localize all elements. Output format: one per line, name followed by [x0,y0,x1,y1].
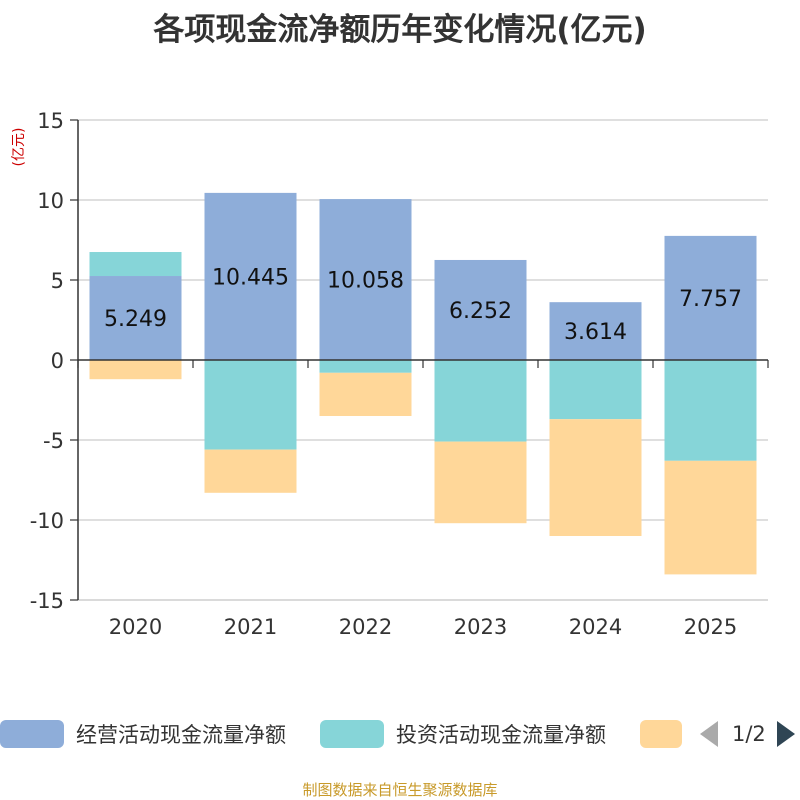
bar-series0-2025[interactable] [664,235,757,360]
bar-series0-2023[interactable] [434,259,527,360]
bar-series1-2022[interactable] [319,360,412,373]
legend-item-financing[interactable] [640,716,694,752]
y-tick-label: 15 [37,109,64,133]
bar-series1-2025[interactable] [664,360,757,461]
x-tick-label: 2022 [339,615,392,639]
legend-swatch [320,720,384,748]
bar-series0-2022[interactable] [319,199,412,360]
data-label: 10.445 [212,265,289,290]
bar-series2-2023[interactable] [434,441,527,524]
bar-series0-2020[interactable] [89,276,182,360]
y-axis-label: (亿元) [11,128,27,167]
data-label: 7.757 [679,287,742,312]
y-tick-label: 10 [37,189,64,213]
data-label: 10.058 [327,269,404,294]
legend-item-operating[interactable]: 经营活动现金流量净额 [0,716,286,752]
y-tick-label: 0 [51,349,64,373]
bar-series1-2023[interactable] [434,360,527,442]
source-note: 制图数据来自恒生聚源数据库 [302,781,498,799]
axis-layer: 15 10 5 0 -5 -10 -15 2020 2021 2022 2023 2024 2025 [30,109,769,639]
y-tick-label: 5 [51,269,64,293]
bar-series1-2020[interactable] [89,252,182,277]
y-tick-label: -10 [30,509,64,533]
legend: 经营活动现金流量净额 投资活动现金流量净额 [0,716,800,752]
bar-series0-2021[interactable] [204,192,297,360]
bar-layer [89,192,757,575]
x-tick-label: 2025 [684,615,737,639]
x-tick-label: 2023 [454,615,507,639]
grid-layer [78,119,768,601]
pager-text: 1/2 [732,722,766,746]
chart-title: 各项现金流净额历年变化情况(亿元) [153,12,647,48]
legend-item-investing[interactable]: 投资活动现金流量净额 [320,716,606,752]
bar-series2-2020[interactable] [89,360,182,380]
x-tick-label: 2024 [569,615,622,639]
legend-label: 经营活动现金流量净额 [76,723,286,747]
data-label: 3.614 [564,320,627,345]
legend-swatch [0,720,64,748]
y-tick-label: -15 [30,589,64,613]
data-label: 5.249 [104,307,167,332]
legend-label: 投资活动现金流量净额 [396,723,606,747]
bar-series0-2024[interactable] [549,302,642,360]
pager-next-icon[interactable] [776,721,795,747]
label-layer: 5.249 10.445 10.058 6.252 3.614 7.757 [104,265,742,345]
bar-series2-2024[interactable] [549,419,642,536]
legend-swatch [640,720,682,748]
bar-series2-2025[interactable] [664,460,757,575]
bar-series2-2022[interactable] [319,372,412,416]
bar-series2-2021[interactable] [204,449,297,493]
bar-series1-2024[interactable] [549,360,642,420]
y-tick-label: -5 [43,429,64,453]
bar-series1-2021[interactable] [204,360,297,450]
x-tick-label: 2021 [224,615,277,639]
legend-pager: 1/2 [700,716,800,752]
pager-prev-icon[interactable] [700,721,718,747]
x-tick-label: 2020 [109,615,162,639]
data-label: 6.252 [449,299,512,324]
